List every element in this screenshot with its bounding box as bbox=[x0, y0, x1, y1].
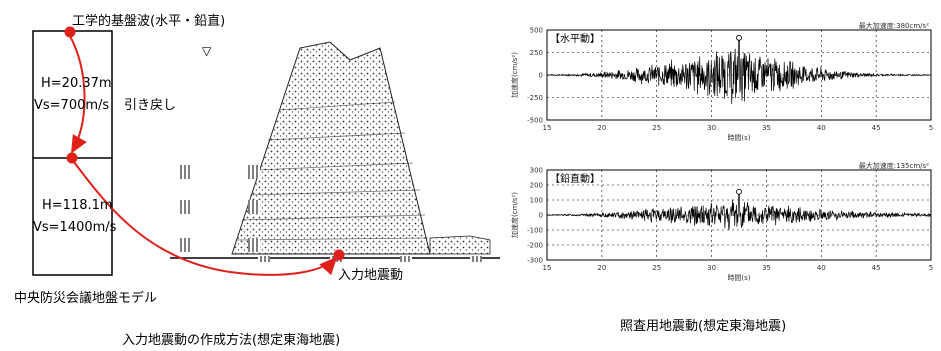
y-tick-label: -500 bbox=[527, 117, 543, 125]
x-tick-label: 15 bbox=[543, 124, 552, 132]
accel-trace bbox=[546, 40, 932, 105]
x-tick-label: 40 bbox=[817, 264, 826, 272]
vertical-accel-chart: 15 20 25 30 35 40 45 5 300 200 100 0 -100 -200 -300 【鉛直… bbox=[510, 161, 933, 282]
y-tick-label: -100 bbox=[527, 227, 543, 235]
layer1-velocity: Vs=700m/s bbox=[34, 98, 110, 113]
y-tick-label: 200 bbox=[530, 182, 543, 190]
x-tick-label: 5 bbox=[929, 124, 933, 132]
boundary-point bbox=[66, 152, 78, 164]
y-tick-label: 100 bbox=[530, 197, 543, 205]
layer1-thickness: H=20.37m bbox=[41, 76, 112, 91]
layer2-velocity: Vs=1400m/s bbox=[33, 220, 117, 235]
x-axis-label: 時間(s) bbox=[727, 134, 750, 142]
pullback-label: 引き戻し bbox=[124, 98, 177, 113]
peak-marker bbox=[736, 188, 742, 195]
ground-model-diagram bbox=[32, 26, 500, 276]
max-accel-annotation: 最大加速度:380cm/s² bbox=[859, 21, 929, 30]
y-tick-label: 0 bbox=[539, 72, 543, 80]
x-tick-label: 5 bbox=[929, 264, 933, 272]
input-motion-label: 入力地震動 bbox=[338, 268, 404, 283]
dam-input-point bbox=[333, 249, 345, 261]
dam-body bbox=[231, 41, 491, 255]
ground-model-label: 中央防災会議地盤モデル bbox=[14, 291, 158, 306]
y-tick-label: 300 bbox=[530, 167, 543, 175]
left-caption: 入力地震動の作成方法(想定東海地震) bbox=[122, 333, 341, 348]
wave-arrows bbox=[69, 35, 338, 276]
x-tick-label: 40 bbox=[817, 124, 826, 132]
x-axis-label: 時間(s) bbox=[727, 274, 750, 282]
chart-title: 【鉛直動】 bbox=[550, 172, 600, 185]
chart-title: 【水平動】 bbox=[550, 32, 600, 45]
x-tick-label: 30 bbox=[707, 124, 716, 132]
x-tick-label: 35 bbox=[762, 264, 771, 272]
y-tick-label: 250 bbox=[530, 49, 543, 57]
x-tick-label: 45 bbox=[872, 124, 881, 132]
y-axis-label: 加速度(cm/s²) bbox=[510, 192, 519, 238]
right-caption: 照査用地震動(想定東海地震) bbox=[620, 319, 787, 334]
y-tick-label: -250 bbox=[527, 94, 543, 102]
x-tick-label: 20 bbox=[597, 124, 606, 132]
x-tick-label: 15 bbox=[543, 264, 552, 272]
x-tick-label: 25 bbox=[652, 264, 661, 272]
y-tick-label: -200 bbox=[527, 242, 543, 250]
top-input-point bbox=[64, 26, 76, 38]
x-tick-label: 30 bbox=[707, 264, 716, 272]
x-tick-label: 25 bbox=[652, 124, 661, 132]
accel-trace bbox=[546, 194, 932, 231]
layer2-thickness: H=118.1m bbox=[42, 198, 113, 213]
horizontal-accel-chart: 15 20 25 30 35 40 45 5 500 250 0 -250 -500 【水平動】 最大加速度… bbox=[510, 21, 933, 142]
peak-marker bbox=[736, 34, 742, 41]
y-axis-label: 加速度(cm/s²) bbox=[510, 52, 519, 98]
x-tick-label: 45 bbox=[872, 264, 881, 272]
y-tick-label: 0 bbox=[539, 212, 543, 220]
y-tick-label: -300 bbox=[527, 257, 543, 265]
y-tick-label: 500 bbox=[530, 27, 543, 35]
accel-charts: 15 20 25 30 35 40 45 55002500-250-500【水平動】最大加速度… bbox=[510, 21, 933, 282]
top-label: 工学的基盤波(水平・鉛直) bbox=[72, 14, 226, 29]
max-accel-annotation: 最大加速度:135cm/s² bbox=[859, 161, 929, 170]
x-tick-label: 20 bbox=[597, 264, 606, 272]
x-tick-label: 35 bbox=[762, 124, 771, 132]
water-level-symbol: ▽ bbox=[202, 44, 212, 58]
